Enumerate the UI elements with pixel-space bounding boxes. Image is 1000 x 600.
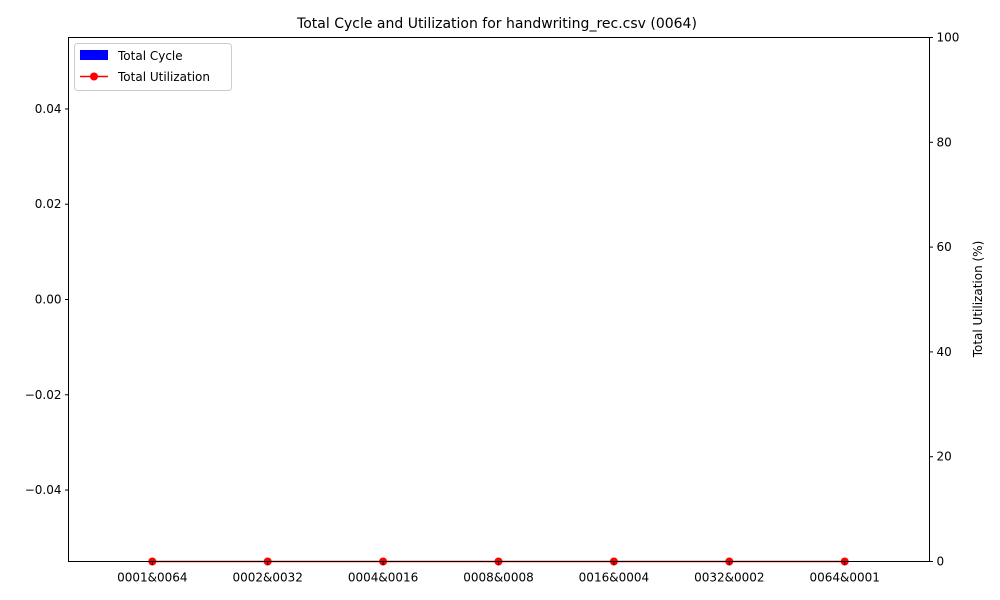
legend-swatch-total-cycle xyxy=(80,50,108,60)
x-tick-label: 0064&0001 xyxy=(809,571,879,585)
left-tick-label: 0.02 xyxy=(35,197,62,211)
left-tick-label: 0.00 xyxy=(35,293,62,307)
legend-box xyxy=(74,43,232,91)
x-tick-label: 0008&0008 xyxy=(463,571,533,585)
x-tick-label: 0016&0004 xyxy=(579,571,649,585)
x-axis-ticks: 0001&0064 0002&0032 0004&0016 0008&0008 0016… xyxy=(117,561,880,585)
right-tick-label: 40 xyxy=(937,345,952,359)
x-tick-label: 0002&0032 xyxy=(232,571,302,585)
x-tick-label: 0001&0064 xyxy=(117,571,187,585)
right-tick-label: 80 xyxy=(937,135,952,149)
left-axis-ticks: −0.04 −0.02 0.00 0.02 0.04 xyxy=(25,102,69,497)
left-tick-label: −0.04 xyxy=(25,483,62,497)
right-axis-ticks: 0 20 40 60 80 100 xyxy=(929,31,960,569)
left-tick-label: 0.04 xyxy=(35,102,62,116)
right-axis-label: Total Utilization (%) xyxy=(971,241,985,359)
x-tick-label: 0032&0002 xyxy=(694,571,764,585)
left-tick-label: −0.02 xyxy=(25,388,62,402)
legend-label-total-utilization: Total Utilization xyxy=(117,70,210,84)
right-tick-label: 100 xyxy=(937,31,960,45)
legend-label-total-cycle: Total Cycle xyxy=(117,49,183,63)
right-tick-label: 0 xyxy=(937,555,945,569)
chart-title: Total Cycle and Utilization for handwrit… xyxy=(296,16,697,32)
right-tick-label: 20 xyxy=(937,450,952,464)
legend: Total Cycle Total Utilization xyxy=(74,43,232,91)
x-tick-label: 0004&0016 xyxy=(348,571,418,585)
legend-marker-total-utilization xyxy=(90,72,98,81)
right-tick-label: 60 xyxy=(937,240,952,254)
